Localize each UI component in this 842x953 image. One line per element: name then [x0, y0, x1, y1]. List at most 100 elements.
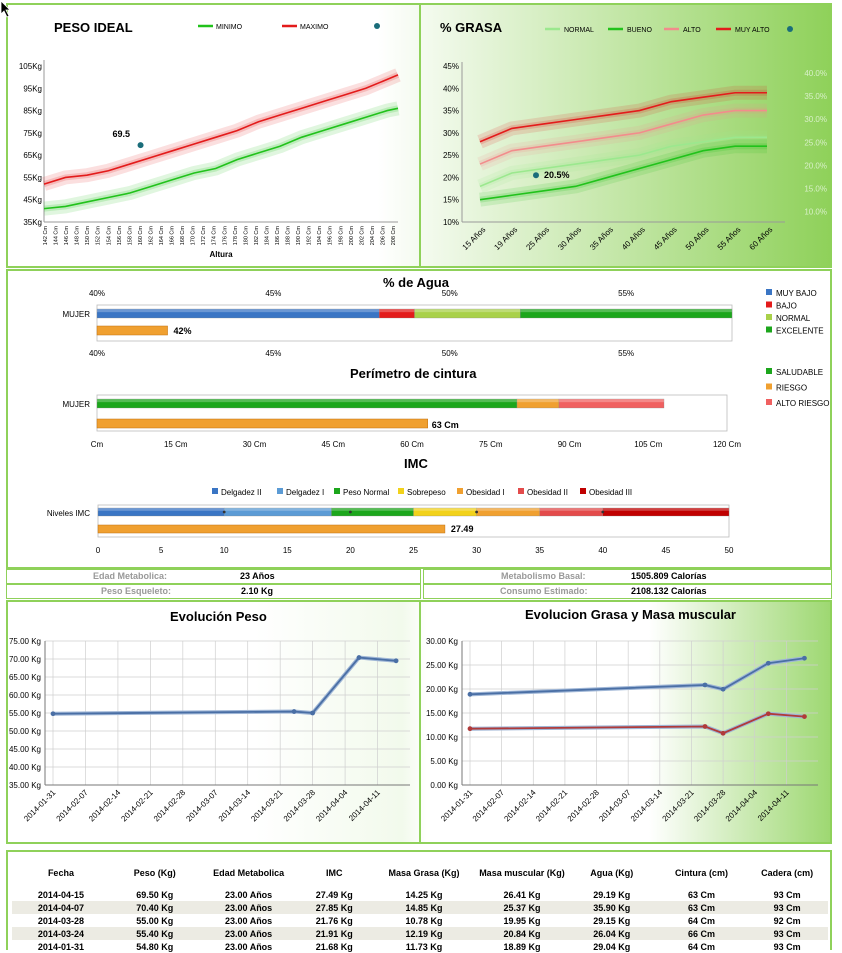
x-tick-label: 188 Cm: [286, 226, 292, 246]
x-tick-label: 2014-04-11: [347, 788, 382, 823]
segment-shine: [97, 399, 517, 403]
series-shadow: [52, 655, 397, 716]
y-tick-label: 45%: [443, 62, 459, 71]
agua-top-tick: 40%: [89, 289, 105, 298]
cintura-tick: 120 Cm: [713, 440, 741, 449]
table-cell: 21.68 Kg: [315, 941, 353, 952]
x-tick-label: 146 Cm: [64, 226, 70, 246]
table-cell: 2014-04-15: [37, 889, 84, 900]
imc-tick: 20: [346, 546, 355, 555]
y2-tick-label: 10.0%: [804, 208, 827, 217]
data-point: [720, 730, 726, 736]
segment-shine: [539, 508, 603, 511]
agua-bottom-tick: 50%: [442, 349, 458, 358]
x-tick-label: 2014-02-28: [566, 788, 602, 824]
legend-swatch: [766, 326, 772, 333]
x-tick-label: 186 Cm: [275, 226, 281, 246]
segment-shine: [413, 508, 477, 511]
segment-excelente: [520, 308, 733, 319]
y-tick-label: 35.00 Kg: [9, 781, 41, 790]
legend-swatch: [766, 399, 772, 405]
series-line: [479, 109, 767, 165]
table-cell: 63 Cm: [687, 889, 715, 900]
x-tick-label: 2014-04-04: [724, 788, 760, 824]
x-tick-label: 190 Cm: [296, 226, 302, 246]
indicator-bars: 42% MUJER 40% 40% 45% 45% 50% 50% 55% 55% MUY BAJO…: [47, 289, 830, 555]
data-point: [802, 655, 807, 661]
x-tick-label: 2014-03-21: [661, 788, 697, 824]
legend-label: Obesidad II: [527, 488, 568, 497]
table-cell: 20.84 Kg: [477, 927, 567, 940]
x-tick-label: 2014-02-07: [471, 788, 507, 824]
table-cell: 2014-03-24: [12, 927, 110, 940]
table-header-cell: Fecha: [47, 868, 74, 878]
segment-shine: [476, 508, 540, 511]
table-cell: 23.00 Años: [225, 941, 273, 952]
data-point: [291, 709, 297, 714]
imc-tick: 25: [409, 546, 418, 555]
x-tick-label: 204 Cm: [370, 226, 376, 246]
x-tick-label: 2014-03-07: [597, 788, 633, 824]
legend-label: BUENO: [627, 27, 652, 34]
legend-swatch: [766, 314, 772, 320]
x-tick-label: 2014-02-07: [55, 788, 91, 824]
segment-shine: [559, 399, 664, 403]
legend-label: BAJO: [776, 302, 797, 311]
legend-swatch: [766, 368, 772, 374]
series-shadow: [469, 711, 805, 736]
y-tick-label: 45.00 Kg: [9, 745, 41, 754]
imc-tick: 45: [661, 546, 670, 555]
consumo-estimado-value: 2108.132 Calorías: [631, 586, 707, 596]
legend-swatch: [277, 488, 283, 494]
x-tick-label: 170 Cm: [191, 226, 197, 246]
x-tick-label: 2014-03-28: [692, 788, 728, 824]
table-cell: 14.25 Kg: [405, 889, 443, 900]
x-tick-label: 178 Cm: [233, 226, 239, 246]
imc-tick: 40: [598, 546, 607, 555]
consumo-estimado-row: Consumo Estimado: 2108.132 Calorías: [423, 584, 832, 599]
x-tick-label: 184 Cm: [264, 226, 270, 246]
imc-value-bar: [97, 524, 446, 534]
y-tick-label: 55.00 Kg: [9, 709, 41, 718]
x-tick-label: 148 Cm: [75, 226, 81, 246]
agua-bottom-tick: 40%: [89, 349, 105, 358]
segment-shine: [517, 399, 559, 403]
table-cell: 21.76 Kg: [315, 915, 353, 926]
y2-tick-label: 35.0%: [804, 92, 827, 101]
legend-swatch: [518, 488, 524, 494]
data-point: [702, 682, 708, 688]
table-cell: 55.00 Kg: [136, 915, 174, 926]
table-header-cell: IMC: [326, 868, 343, 878]
x-tick-label: 2014-03-07: [184, 788, 220, 824]
segment-shine: [379, 309, 415, 313]
table-cell: 64 Cm: [687, 915, 715, 926]
table-cell: 23.00 Años: [199, 901, 298, 914]
table-cell: 11.73 Kg: [405, 941, 443, 952]
table-cell: 2014-01-31: [37, 941, 84, 952]
table-cell: 25.37 Kg: [477, 901, 567, 914]
x-tick-label: 2014-03-14: [629, 788, 665, 824]
cintura-value-bar: [96, 418, 428, 429]
table-cell: 66 Cm: [656, 927, 747, 940]
table-cell: 29.04 Kg: [593, 941, 631, 952]
segment-shine: [414, 309, 521, 313]
series-line-maximo: [43, 74, 399, 185]
current-fat-label: 20.5%: [544, 170, 570, 180]
y-tick-label: 20%: [443, 173, 459, 182]
current-weight-label: 69.5: [113, 129, 131, 139]
imc-tick: 30: [472, 546, 481, 555]
x-tick-label: 2014-02-14: [87, 788, 123, 824]
y-tick-label: 95Kg: [23, 84, 42, 93]
agua-value-label: 42%: [174, 326, 192, 336]
x-tick-label: 2014-02-21: [119, 788, 155, 824]
table-cell: 27.49 Kg: [315, 889, 353, 900]
agua-frame: [96, 304, 733, 342]
y2-tick-label: 25.0%: [804, 138, 827, 147]
imc-marker-dot: [475, 510, 478, 514]
legend-swatch: [766, 289, 772, 295]
segment-shine: [520, 309, 732, 313]
peso-ideal-title: PESO IDEAL: [54, 20, 133, 35]
x-tick-label: 142 Cm: [43, 226, 49, 246]
y-tick-label: 15%: [443, 196, 459, 205]
data-point: [702, 724, 708, 729]
